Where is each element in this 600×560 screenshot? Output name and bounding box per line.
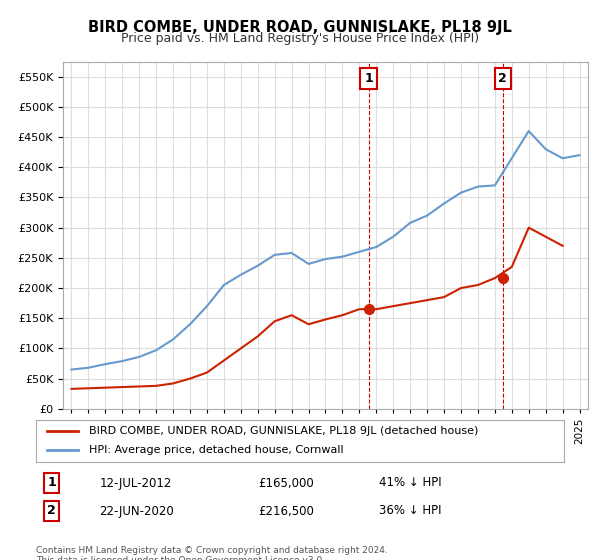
Text: £165,000: £165,000: [258, 477, 314, 489]
Text: 41% ↓ HPI: 41% ↓ HPI: [379, 477, 442, 489]
Text: 1: 1: [47, 477, 56, 489]
Text: HPI: Average price, detached house, Cornwall: HPI: Average price, detached house, Corn…: [89, 445, 343, 455]
Text: £216,500: £216,500: [258, 505, 314, 517]
Text: 12-JUL-2012: 12-JUL-2012: [100, 477, 172, 489]
Text: 1: 1: [364, 72, 373, 85]
Text: Contains HM Land Registry data © Crown copyright and database right 2024.
This d: Contains HM Land Registry data © Crown c…: [36, 546, 388, 560]
Text: BIRD COMBE, UNDER ROAD, GUNNISLAKE, PL18 9JL (detached house): BIRD COMBE, UNDER ROAD, GUNNISLAKE, PL18…: [89, 426, 478, 436]
Text: BIRD COMBE, UNDER ROAD, GUNNISLAKE, PL18 9JL: BIRD COMBE, UNDER ROAD, GUNNISLAKE, PL18…: [88, 20, 512, 35]
Text: 36% ↓ HPI: 36% ↓ HPI: [379, 505, 442, 517]
Text: Price paid vs. HM Land Registry's House Price Index (HPI): Price paid vs. HM Land Registry's House …: [121, 32, 479, 45]
Text: 22-JUN-2020: 22-JUN-2020: [100, 505, 174, 517]
Text: 2: 2: [47, 505, 56, 517]
Text: 2: 2: [499, 72, 507, 85]
